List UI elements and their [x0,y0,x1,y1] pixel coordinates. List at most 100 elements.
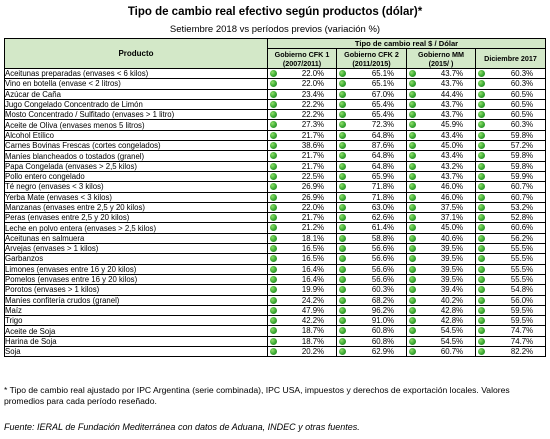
percent-value: 26.9% [301,182,324,192]
green-circle-icon [478,286,485,294]
percent-value: 23.4% [301,89,324,99]
percent-value: 65.1% [371,79,394,89]
green-circle-icon [478,203,485,211]
percent-value: 71.8% [371,182,394,192]
product-column-header: Producto [4,38,268,69]
value-cell: 60.3% [475,67,546,80]
value-cell: 45.0% [406,140,476,152]
value-cell: 26.9% [267,191,337,203]
value-cell: 42.8% [406,315,476,327]
table-row: Té negro (envases < 3 kilos) 26.9% 71.8% 46… [4,181,546,193]
value-cell: 62.6% [336,212,407,224]
percent-value: 72.3% [371,120,394,130]
percent-value: 42.8% [440,305,463,315]
green-circle-icon [339,306,346,314]
value-cell: 21.7% [267,129,337,142]
value-cell: 60.5% [475,109,546,121]
percent-value: 37.1% [440,213,463,223]
value-cell: 54.8% [475,284,546,296]
value-cell: 16.4% [267,263,337,275]
percent-value: 46.0% [440,182,463,192]
percent-value: 74.7% [510,326,533,336]
value-cell: 67.0% [336,88,407,100]
percent-value: 52.8% [510,213,533,223]
product-name: Mosto Concentrado / Sulfitado (envases >… [4,109,268,121]
green-circle-icon [339,183,346,191]
green-circle-icon [270,306,277,314]
percent-value: 56.0% [510,295,533,305]
green-circle-icon [339,296,346,304]
percent-value: 43.7% [440,110,463,120]
green-circle-icon [478,306,485,314]
percent-value: 22.0% [301,69,324,78]
value-cell: 82.2% [475,346,546,358]
green-circle-icon [478,152,485,160]
table-row: Harina de Soja 18.7% 60.8% 54.5% 74.7% [4,335,546,348]
green-circle-icon [478,296,485,304]
table-row: Porotos (envases > 1 kilos) 19.9% 60.3% 39.… [4,284,546,296]
percent-value: 61.4% [371,223,394,233]
percent-value: 68.2% [371,295,394,305]
value-cell: 21.2% [267,222,337,234]
percent-value: 40.2% [440,295,463,305]
green-circle-icon [478,348,485,356]
green-circle-icon [270,90,277,98]
percent-value: 43.4% [440,130,463,140]
percent-value: 43.2% [440,161,463,171]
value-cell: 42.8% [406,304,476,317]
percent-value: 54.5% [440,336,463,346]
percent-value: 42.8% [440,316,463,326]
percent-value: 65.4% [371,99,394,109]
value-cell: 27.3% [267,119,337,131]
value-cell: 65.4% [336,98,407,111]
value-cell: 91.0% [336,315,407,327]
value-cell: 42.2% [267,315,337,327]
percent-value: 60.3% [510,79,533,89]
percent-value: 64.8% [371,161,394,171]
green-circle-icon [270,317,277,325]
period-column-header-line1: Gobierno MM [418,49,464,59]
percent-value: 20.2% [301,347,324,357]
green-circle-icon [409,111,416,119]
table-row: Yerba Mate (envases < 3 kilos) 26.9% 71.8%… [4,191,546,203]
green-circle-icon [270,348,277,356]
green-circle-icon [270,224,277,232]
value-cell: 62.9% [336,346,407,358]
green-circle-icon [478,100,485,108]
value-cell: 56.6% [336,273,407,286]
period-column-header-line2: (2011/2015) [352,58,391,68]
table-row: Peras (envases entre 2,5 y 20 kilos) 21.7… [4,212,546,224]
percent-value: 54.8% [510,285,533,295]
green-circle-icon [339,111,346,119]
green-circle-icon [478,214,485,222]
percent-value: 87.6% [371,141,394,151]
green-circle-icon [478,121,485,129]
product-name: Alcohol Etílico [4,129,268,142]
value-cell: 46.0% [406,181,476,193]
percent-value: 45.0% [440,223,463,233]
value-cell: 59.8% [475,160,546,172]
percent-value: 19.9% [301,285,324,295]
percent-value: 74.7% [510,336,533,346]
group-column-header: Tipo de cambio real $ / Dólar [267,38,546,49]
percent-value: 59.8% [510,130,533,140]
value-cell: 59.5% [475,304,546,317]
product-name: Limones (envases entre 16 y 20 kilos) [4,263,268,275]
table-row: Mosto Concentrado / Sulfitado (envases >… [4,109,546,121]
green-circle-icon [409,121,416,129]
period-column-header-line1: Gobierno CFK 2 [344,49,399,59]
value-cell: 18.7% [267,335,337,348]
green-circle-icon [339,275,346,283]
percent-value: 65.4% [371,110,394,120]
value-cell: 55.5% [475,263,546,275]
green-circle-icon [478,255,485,263]
green-circle-icon [270,172,277,180]
green-circle-icon [339,348,346,356]
percent-value: 64.8% [371,151,394,161]
value-cell: 54.5% [406,325,476,337]
value-cell: 43.7% [406,109,476,121]
value-cell: 43.7% [406,67,476,80]
value-cell: 60.7% [475,181,546,193]
green-circle-icon [339,327,346,335]
green-circle-icon [339,121,346,129]
